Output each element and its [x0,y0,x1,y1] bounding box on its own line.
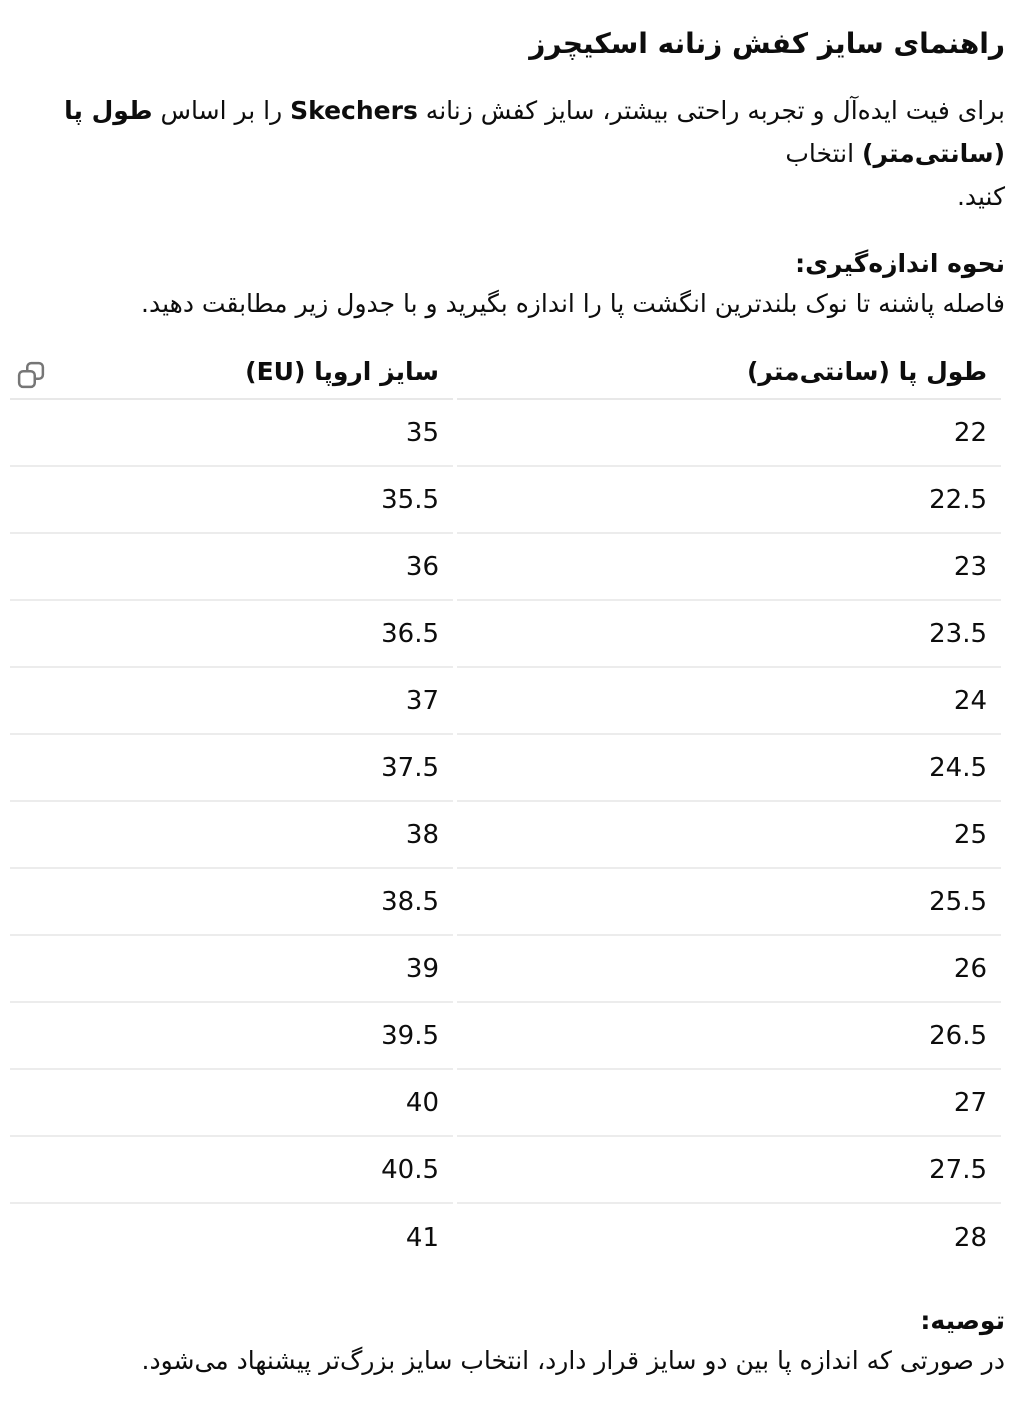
recommendation-text: در صورتی که اندازه پا بین دو سایز قرار د… [141,1346,1005,1375]
foot-length-cell: 24 [457,668,1001,735]
measuring-instruction: فاصله پاشنه تا نوک بلندترین انگشت پا را … [141,289,1005,318]
eu-size-cell: 36.5 [10,601,453,668]
eu-size-cell: 39.5 [10,1003,453,1070]
intro-text-3a: انتخاب [785,139,855,168]
intro-text-3b: کنید. [956,182,1005,211]
eu-size-cell: 38.5 [10,869,453,936]
table-row: 23 36 [10,534,1001,601]
eu-size-cell: 40 [10,1070,453,1137]
foot-length-cell: 25 [457,802,1001,869]
page-title: راهنمای سایز کفش زنانه اسکیچرز [529,27,1005,60]
eu-size-cell: 38 [10,802,453,869]
foot-length-cell: 27.5 [457,1137,1001,1204]
col-header-foot-length: طول پا (سانتی‌متر) [457,344,1001,400]
table-row: 22 35 [10,400,1001,467]
foot-length-cell: 22.5 [457,467,1001,534]
eu-size-cell: 35 [10,400,453,467]
copy-table-button[interactable] [14,358,48,392]
intro-text-2: را بر اساس [160,96,283,125]
eu-size-cell: 36 [10,534,453,601]
foot-length-cell: 27 [457,1070,1001,1137]
intro-text-1: برای فیت ایده‌آل و تجربه راحتی بیشتر، سا… [425,96,1005,125]
eu-size-cell: 41 [405,1222,439,1253]
table-row: 26 39 [10,936,1001,1003]
eu-size-cell: 37.5 [10,735,453,802]
foot-length-cell: 26.5 [457,1003,1001,1070]
foot-length-cell: 22 [457,400,1001,467]
table-row: 27 40 [10,1070,1001,1137]
recommendation-section: توصیه: در صورتی که اندازه پا بین دو سایز… [6,1301,1005,1381]
table-row: 26.5 39.5 [10,1003,1001,1070]
foot-length-cell: 25.5 [457,869,1001,936]
table-row: 24 37 [10,668,1001,735]
intro-paragraph: برای فیت ایده‌آل و تجربه راحتی بیشتر، سا… [6,89,1005,218]
eu-size-cell: 39 [10,936,453,1003]
header-row: طول پا (سانتی‌متر) سایز اروپا (EU) [10,344,1001,400]
eu-size-cell: 40.5 [10,1137,453,1204]
size-table-container: طول پا (سانتی‌متر) سایز اروپا (EU) 22 35 … [6,344,1005,1271]
foot-length-cell: 28 [953,1222,987,1253]
eu-size-cell: 35.5 [10,467,453,534]
foot-length-cell: 23.5 [457,601,1001,668]
size-table-header: طول پا (سانتی‌متر) سایز اروپا (EU) [10,344,1001,400]
table-row: 27.5 40.5 [10,1137,1001,1204]
table-row: 25 38 [10,802,1001,869]
copy-icon [17,361,45,389]
foot-length-term-bold: طول پا (سانتی‌متر) [64,96,1005,168]
measuring-heading: نحوه اندازه‌گیری: [795,249,1005,278]
table-row: 22.5 35.5 [10,467,1001,534]
eu-size-cell: 37 [10,668,453,735]
foot-length-cell: 24.5 [457,735,1001,802]
foot-length-cell: 26 [457,936,1001,1003]
table-row: 24.5 37.5 [10,735,1001,802]
col-header-eu-size: سایز اروپا (EU) [10,344,453,400]
brand-name-bold: Skechers [290,96,418,125]
size-table: طول پا (سانتی‌متر) سایز اروپا (EU) 22 35 … [6,344,1005,1271]
table-row: 23.5 36.5 [10,601,1001,668]
table-row: 28 41 [10,1204,1001,1271]
table-row: 25.5 38.5 [10,869,1001,936]
size-table-body: 22 35 22.5 35.5 23 36 23.5 36.5 24 37 24.5 37.… [10,400,1001,1271]
foot-length-cell: 23 [457,534,1001,601]
recommendation-heading: توصیه: [920,1306,1005,1335]
